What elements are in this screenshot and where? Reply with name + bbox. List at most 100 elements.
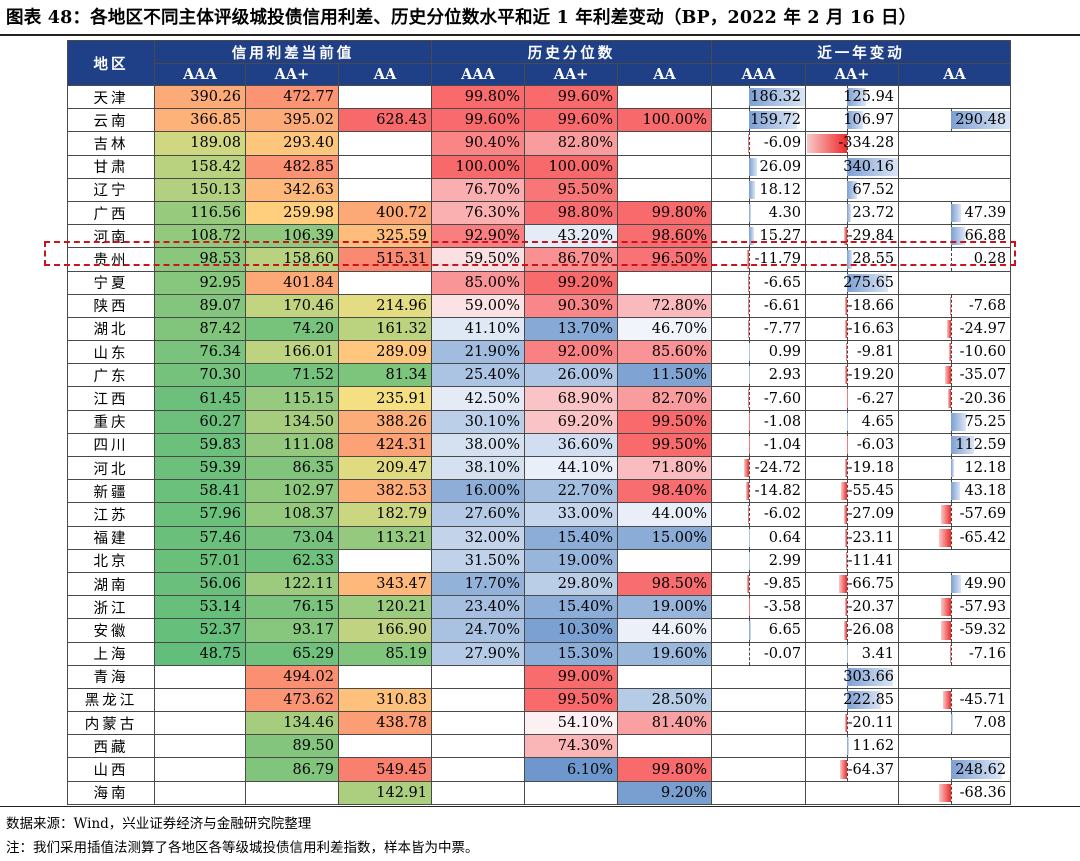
spread-cell: 235.91 bbox=[337, 386, 433, 411]
change-bar bbox=[747, 389, 750, 408]
spread-cell: 111.08 bbox=[245, 432, 339, 458]
change-cell: -18.66 bbox=[805, 293, 900, 318]
change-value: -26.08 bbox=[847, 622, 895, 639]
change-cell: -10.60 bbox=[898, 340, 1012, 365]
change-bar bbox=[748, 505, 750, 524]
change-value bbox=[1006, 159, 1009, 175]
table-row: 福建 57.46 73.04 113.21 32.00% 15.40% 15.00% 0.64… bbox=[67, 525, 1012, 550]
change-cell: -23.11 bbox=[805, 525, 900, 550]
percentile-cell: 68.90% bbox=[524, 386, 619, 411]
change-value: 23.72 bbox=[852, 205, 895, 222]
change-cell: -20.11 bbox=[805, 711, 900, 736]
percentile-cell: 99.00% bbox=[524, 664, 619, 689]
change-axis bbox=[951, 782, 953, 804]
change-cell: 18.12 bbox=[711, 177, 807, 202]
source-note: 数据来源：Wind，兴业证券经济与金融研究院整理 bbox=[6, 816, 312, 832]
table-row: 安徽 52.37 93.17 166.90 24.70% 10.30% 44.60% 6.65… bbox=[67, 618, 1012, 643]
percentile-cell: 32.00% bbox=[431, 525, 526, 550]
percentile-cell bbox=[524, 780, 619, 805]
change-cell: -29.84 bbox=[805, 224, 900, 249]
spread-cell: 161.32 bbox=[337, 316, 433, 342]
change-cell: 222.85 bbox=[805, 687, 900, 713]
change-bar bbox=[749, 551, 751, 570]
percentile-cell: 99.20% bbox=[524, 270, 619, 295]
change-cell: 47.39 bbox=[898, 200, 1012, 226]
region-cell: 四川 bbox=[67, 432, 155, 458]
change-value: 275.65 bbox=[843, 274, 895, 291]
change-value: -6.03 bbox=[856, 436, 895, 453]
change-bar bbox=[940, 598, 952, 617]
change-axis bbox=[847, 434, 849, 456]
spread-cell: 482.85 bbox=[245, 154, 339, 179]
percentile-cell: 10.30% bbox=[524, 618, 619, 643]
spread-cell: 87.42 bbox=[154, 316, 246, 342]
credit-spread-table: 地区 信用利差当前值 历史分位数 近一年变动 AAA AA+ AA AAA AA… bbox=[67, 40, 1012, 805]
change-value bbox=[801, 738, 805, 754]
change-cell: -68.36 bbox=[898, 780, 1012, 805]
header-rating: AA+ bbox=[245, 63, 339, 86]
change-cell: 3.41 bbox=[805, 641, 900, 666]
change-bar bbox=[846, 551, 848, 570]
change-cell: -14.82 bbox=[711, 479, 807, 504]
table-row: 山西 86.79 549.45 6.10% 99.80% -64.37 248.62 bbox=[67, 757, 1012, 782]
percentile-cell: 22.70% bbox=[524, 479, 619, 504]
change-bar bbox=[951, 111, 1010, 130]
spread-cell bbox=[154, 780, 246, 805]
change-bar bbox=[951, 714, 953, 733]
change-bar bbox=[839, 760, 848, 779]
change-cell: 0.99 bbox=[711, 340, 807, 365]
change-axis bbox=[847, 132, 849, 155]
percentile-cell bbox=[617, 84, 713, 110]
region-cell: 山西 bbox=[67, 757, 155, 782]
percentile-cell: 85.60% bbox=[617, 340, 713, 365]
change-bar bbox=[846, 435, 848, 454]
spread-cell: 158.60 bbox=[245, 247, 339, 272]
change-value: -11.41 bbox=[847, 552, 895, 569]
percentile-cell: 28.50% bbox=[617, 687, 713, 713]
header-group-change: 近一年变动 bbox=[711, 40, 1012, 64]
change-value: -35.07 bbox=[959, 367, 1007, 384]
change-axis bbox=[749, 527, 751, 549]
spread-cell: 73.04 bbox=[245, 525, 339, 550]
percentile-cell: 72.80% bbox=[617, 293, 713, 318]
change-cell: -20.36 bbox=[898, 386, 1012, 411]
spread-cell bbox=[154, 734, 246, 759]
change-value: -334.28 bbox=[838, 135, 895, 152]
spread-cell: 59.83 bbox=[154, 432, 246, 458]
change-axis bbox=[847, 550, 849, 572]
percentile-cell: 36.60% bbox=[524, 432, 619, 458]
change-value: -16.63 bbox=[847, 320, 895, 337]
spread-cell bbox=[337, 131, 433, 156]
change-bar bbox=[951, 760, 1002, 779]
region-cell: 山东 bbox=[67, 340, 155, 365]
change-bar bbox=[748, 598, 750, 617]
change-value bbox=[801, 669, 805, 685]
change-bar bbox=[940, 505, 952, 524]
change-value: 12.18 bbox=[964, 460, 1007, 477]
change-bar bbox=[749, 88, 805, 107]
change-cell: 275.65 bbox=[805, 270, 900, 295]
change-cell bbox=[898, 270, 1012, 295]
percentile-cell bbox=[431, 780, 526, 805]
change-bar bbox=[749, 157, 758, 176]
change-value: 340.16 bbox=[843, 158, 895, 175]
change-axis bbox=[847, 364, 849, 386]
change-cell bbox=[898, 154, 1012, 179]
spread-cell: 116.56 bbox=[154, 200, 246, 226]
change-axis bbox=[951, 387, 953, 410]
spread-cell: 71.52 bbox=[245, 363, 339, 388]
change-cell: -24.72 bbox=[711, 455, 807, 481]
spread-cell: 89.50 bbox=[245, 734, 339, 759]
change-cell: -9.81 bbox=[805, 340, 900, 365]
spread-cell: 81.34 bbox=[337, 363, 433, 388]
change-bar bbox=[949, 644, 952, 663]
percentile-cell: 85.00% bbox=[431, 270, 526, 295]
change-value: -1.04 bbox=[763, 436, 802, 453]
percentile-cell: 99.60% bbox=[431, 108, 526, 133]
table-row: 新疆 58.41 102.97 382.53 16.00% 22.70% 98.40% -14… bbox=[67, 479, 1012, 504]
change-bar bbox=[845, 459, 848, 478]
change-value: 186.32 bbox=[750, 89, 802, 106]
spread-cell bbox=[337, 548, 433, 573]
change-bar bbox=[748, 134, 750, 153]
change-cell: 43.18 bbox=[898, 479, 1012, 504]
